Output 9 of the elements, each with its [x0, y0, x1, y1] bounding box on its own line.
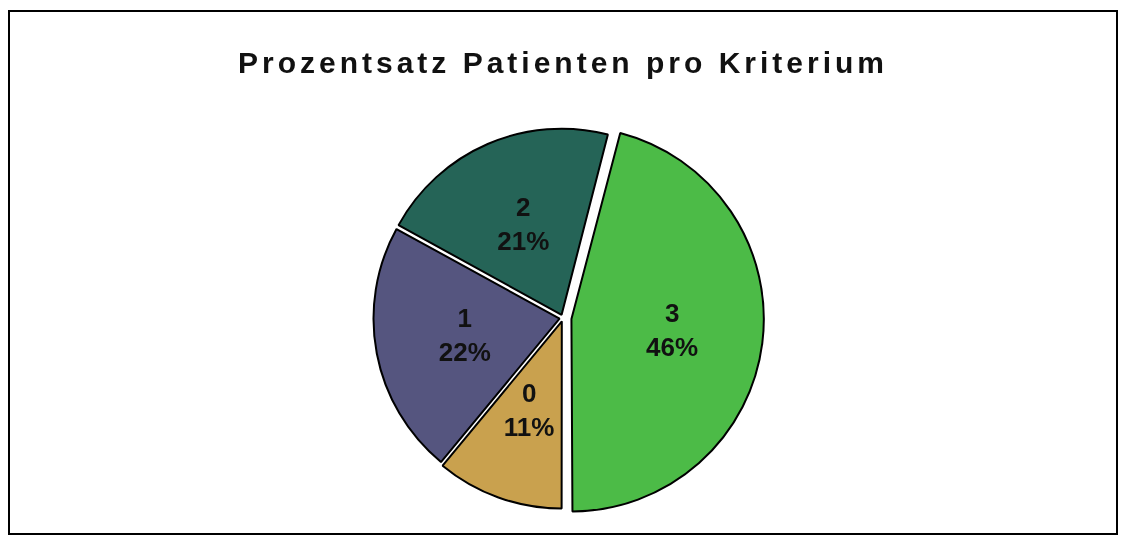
data-label: 11%	[503, 412, 555, 443]
slice-label: 1	[457, 302, 473, 333]
slice-label: 2	[516, 192, 531, 223]
data-label: 46%	[646, 331, 699, 362]
chart-title: Prozentsatz Patienten pro Kriterium	[236, 46, 890, 80]
data-label: 22%	[438, 336, 491, 367]
slice-label: 0	[521, 378, 537, 409]
data-label: 21%	[497, 226, 550, 257]
slice-label: 3	[664, 297, 680, 328]
